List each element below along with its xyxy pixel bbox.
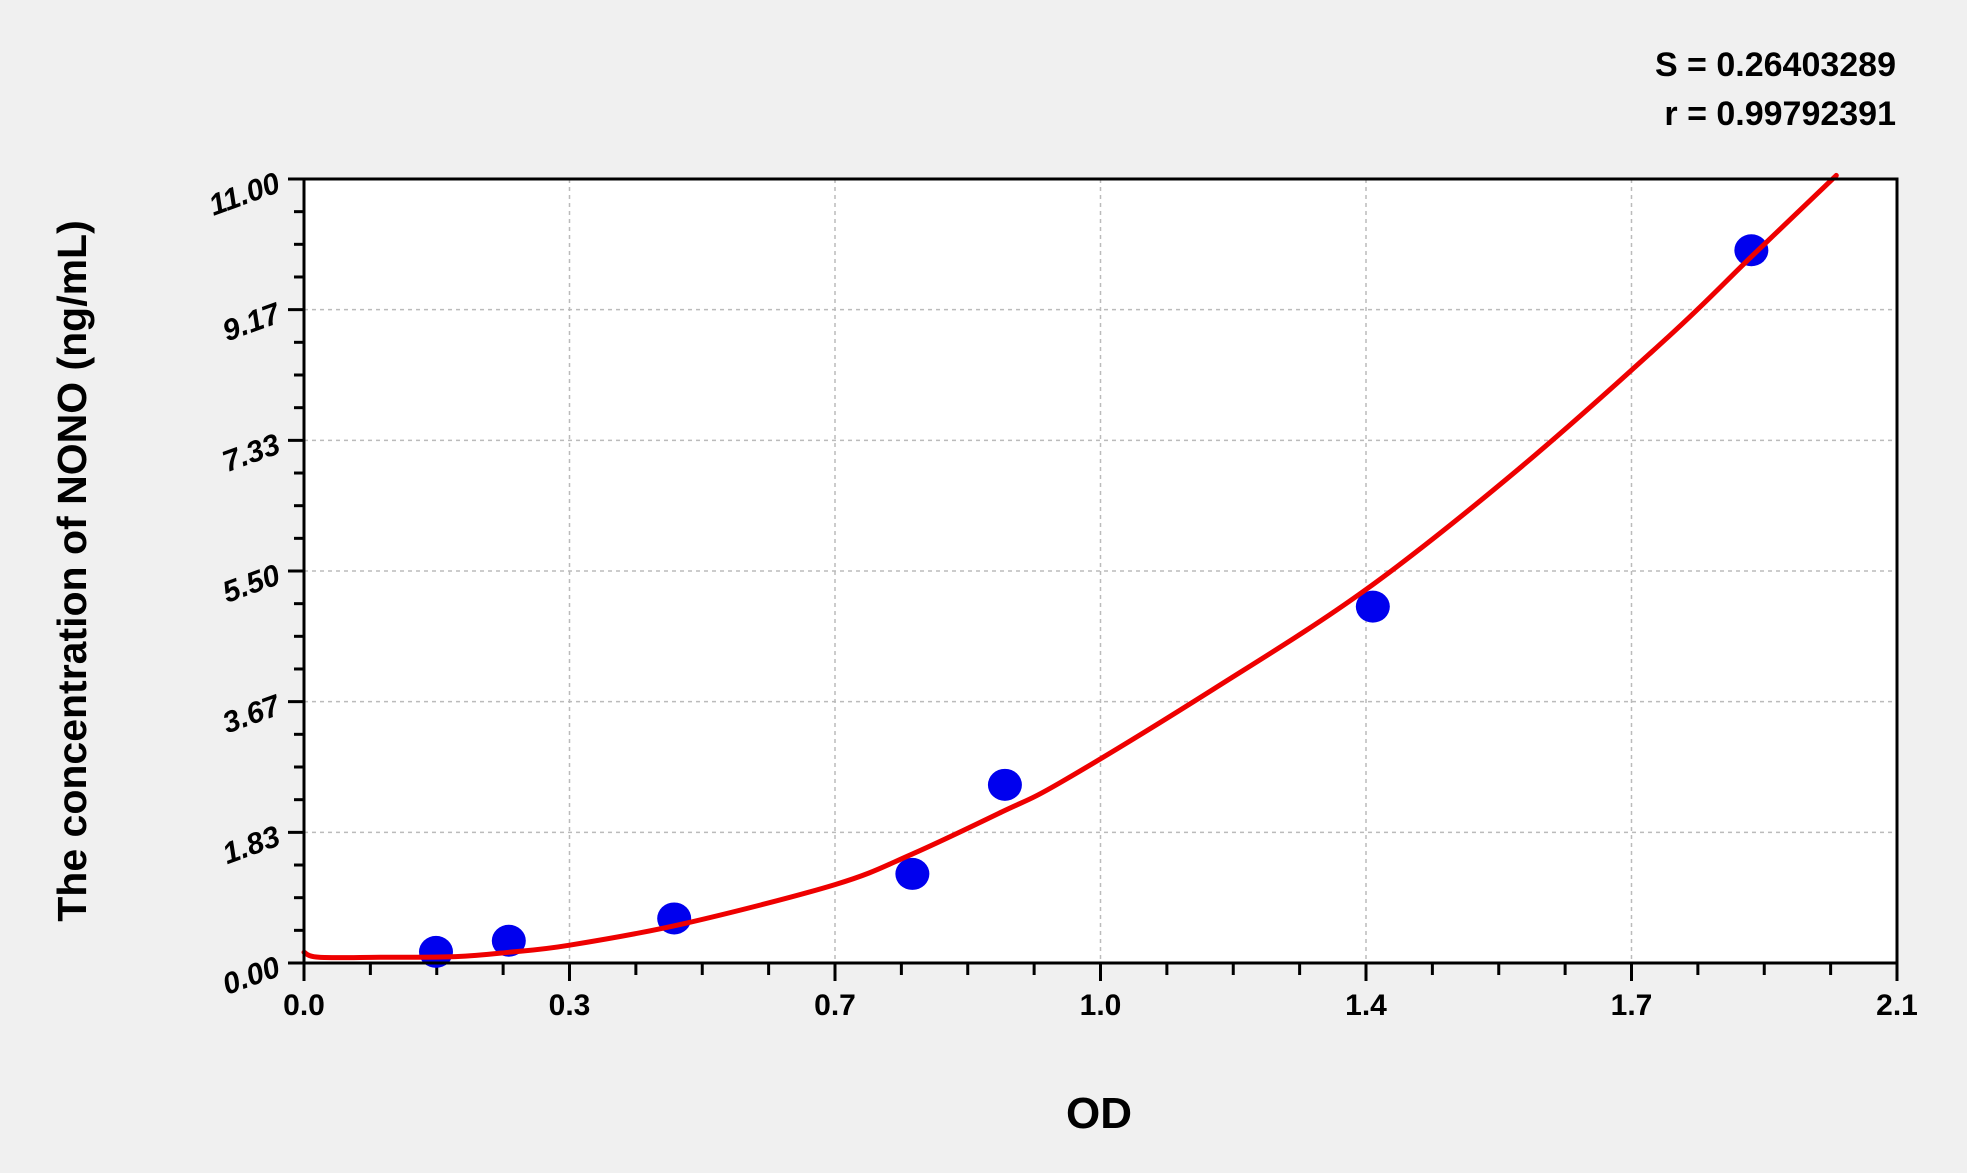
x-tick-label: 1.0 xyxy=(1080,989,1122,1022)
fit-curve xyxy=(301,172,1839,961)
stat-r: r = 0.99792391 xyxy=(1664,95,1896,133)
fit-curve-group xyxy=(301,172,1839,961)
x-tick-label: 0.3 xyxy=(549,989,591,1022)
stat-s: S = 0.26403289 xyxy=(1655,46,1896,84)
x-tick-label: 1.7 xyxy=(1611,989,1653,1022)
data-point xyxy=(491,924,526,957)
data-point xyxy=(1734,234,1769,267)
data-points xyxy=(418,234,1769,968)
data-point xyxy=(418,935,453,968)
x-tick-label: 1.4 xyxy=(1345,989,1387,1022)
data-point xyxy=(987,768,1022,801)
grid xyxy=(304,179,1897,963)
data-point xyxy=(1355,590,1390,623)
y-axis-label: The concentration of NONO (ng/mL) xyxy=(49,220,95,922)
x-axis-label: OD xyxy=(1066,1089,1132,1138)
axis-ticks xyxy=(288,177,1899,981)
x-tick-label: 2.1 xyxy=(1876,989,1918,1022)
x-tick-label: 0.7 xyxy=(814,989,856,1022)
data-point xyxy=(895,857,930,890)
plot-frame xyxy=(302,177,1899,965)
x-tick-label: 0.0 xyxy=(283,989,325,1022)
